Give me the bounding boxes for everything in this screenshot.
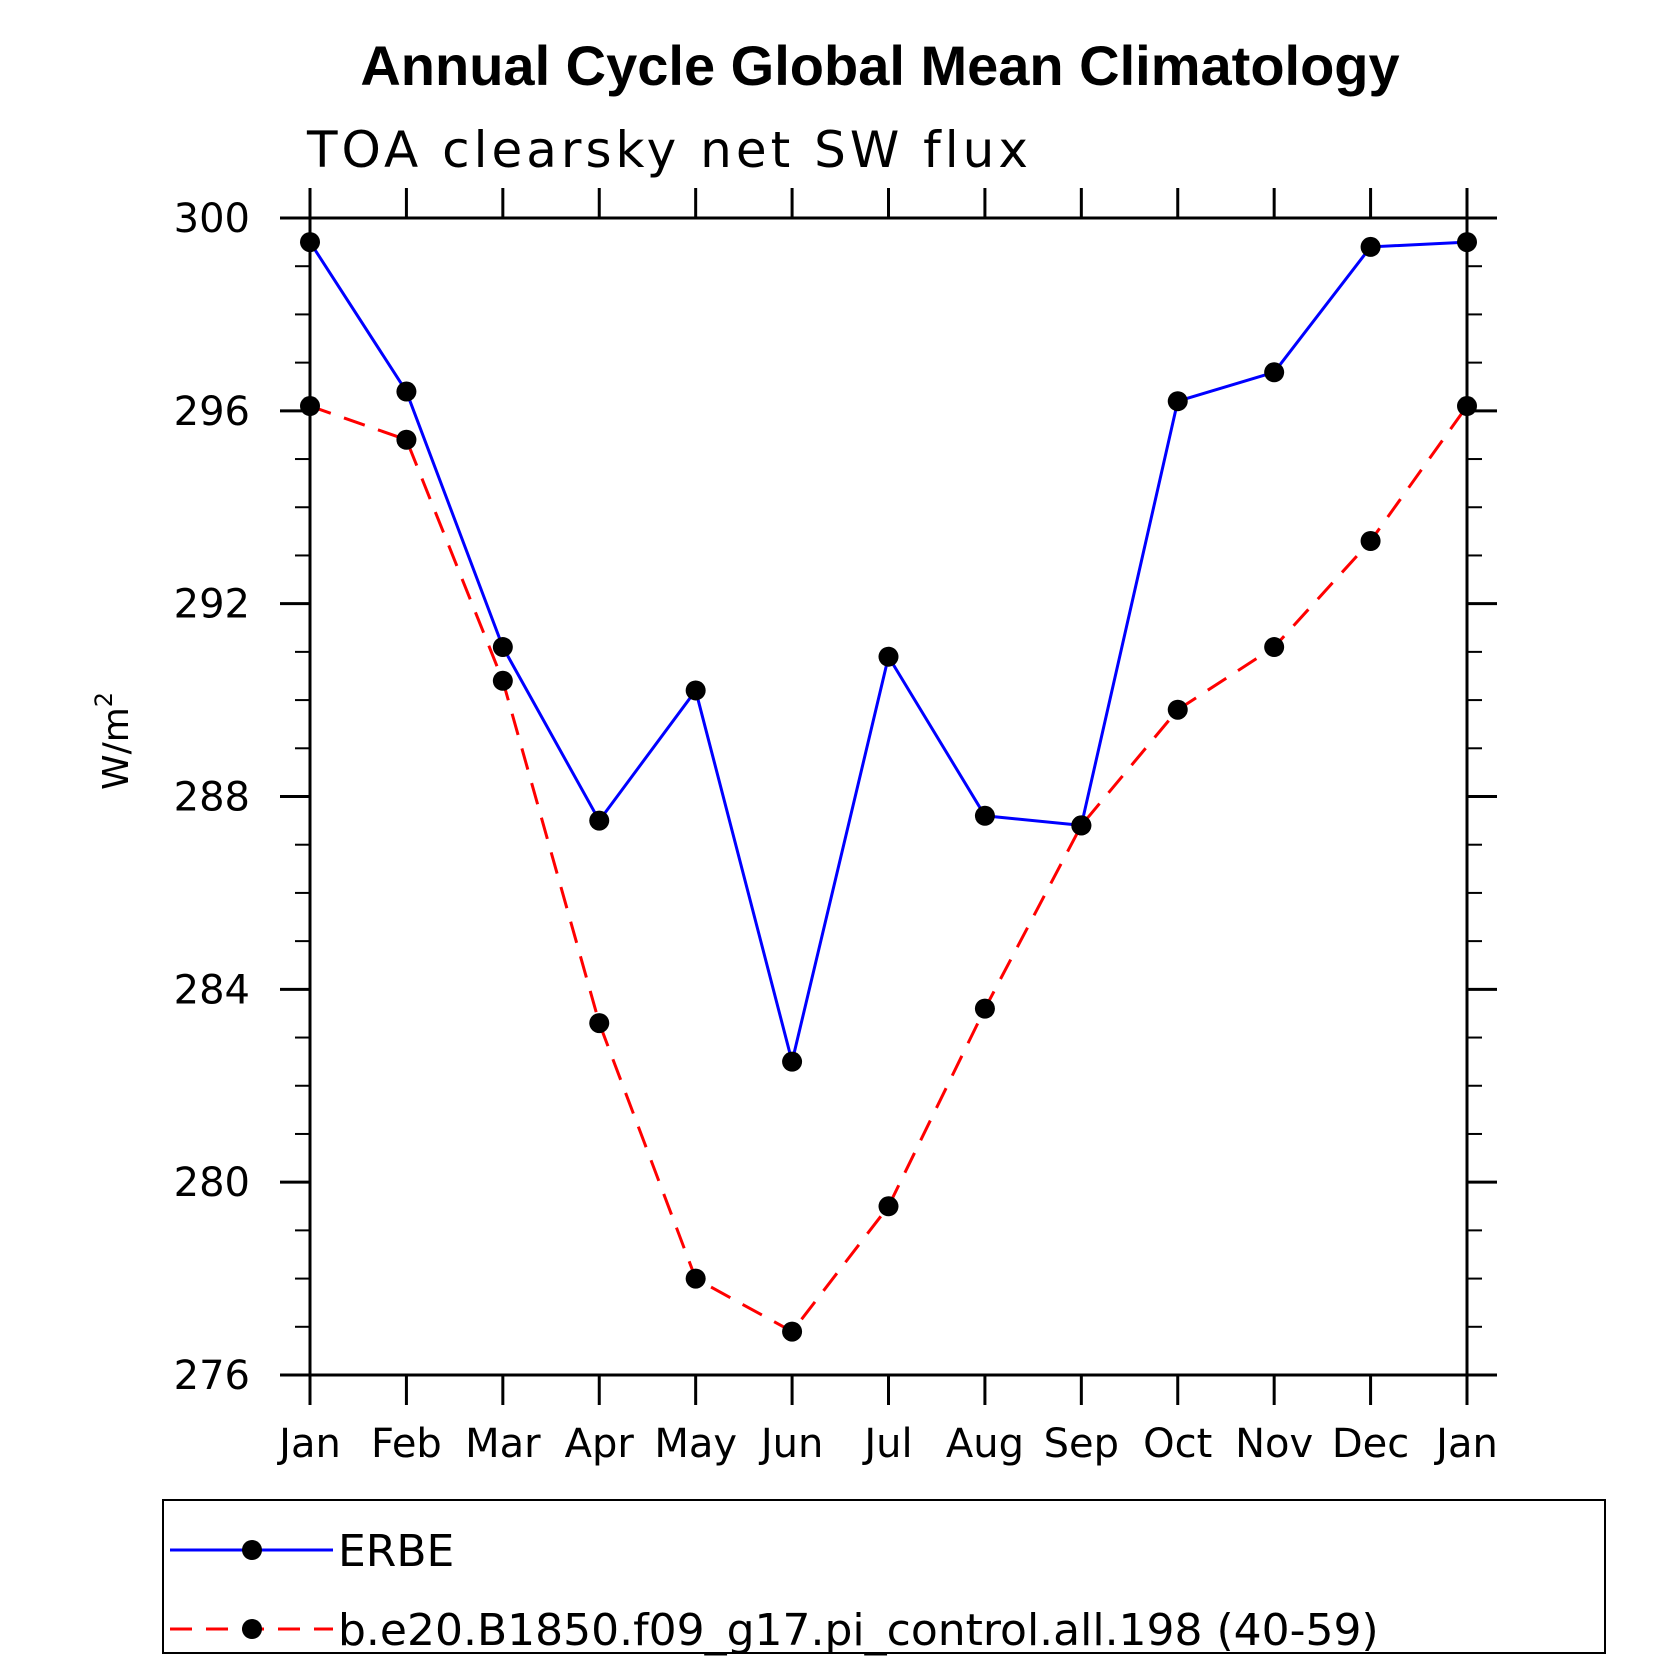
series-1-point: [492, 670, 513, 691]
x-tick-label: Mar: [465, 1421, 541, 1467]
x-tick-label: Apr: [565, 1421, 635, 1467]
chart-title: Annual Cycle Global Mean Climatology: [360, 34, 1399, 97]
y-axis-label: W/m2: [90, 692, 137, 790]
series-0-point: [589, 810, 610, 831]
series-layer: [300, 232, 1477, 1342]
x-tick-label: Aug: [946, 1421, 1024, 1467]
series-0-point: [782, 1051, 803, 1072]
x-tick-label: Sep: [1044, 1421, 1119, 1467]
series-0-point: [1167, 391, 1188, 412]
x-tick-label: Jan: [276, 1421, 341, 1467]
series-0-point: [1360, 236, 1381, 257]
x-tick-label: Oct: [1143, 1421, 1212, 1467]
plot-frame: [308, 216, 1469, 1377]
series-0-point: [396, 381, 417, 402]
legend-marker-1: [242, 1619, 262, 1639]
chart-subtitle: TOA clearsky net SW flux: [306, 121, 1032, 179]
series-0-point: [878, 646, 899, 667]
series-1-point: [782, 1321, 803, 1342]
y-tick-label: 280: [174, 1160, 250, 1206]
series-1-point: [1264, 637, 1285, 658]
y-tick-label: 276: [174, 1353, 250, 1399]
series-1-point: [300, 396, 320, 417]
y-tick-label: 288: [174, 775, 250, 821]
legend-box: [162, 1499, 1606, 1654]
y-axis-label-base: W/m: [96, 707, 137, 790]
series-1-point: [878, 1196, 899, 1217]
series-1-point: [685, 1268, 706, 1289]
series-0-point: [492, 637, 513, 658]
series-1-point: [1071, 815, 1092, 836]
major-ticks: [280, 188, 1497, 1405]
series-0-point: [300, 232, 320, 253]
legend-marker-0: [242, 1540, 262, 1560]
series-0-point: [1457, 232, 1477, 253]
y-tick-label: 284: [174, 967, 250, 1013]
series-1-point: [1360, 530, 1381, 551]
minor-ticks: [295, 265, 1482, 1328]
x-tick-label: Feb: [371, 1421, 442, 1467]
series-line-1: [309, 404, 1469, 1334]
series-0-point: [685, 680, 706, 701]
legend-label-1: b.e20.B1850.f09_g17.pi_control.all.198 (…: [338, 1605, 1379, 1656]
series-1-point: [589, 1013, 610, 1034]
x-tick-labels: Jan Feb Mar Apr May Jun Jul Aug Sep Oct Nov Dec Jan: [276, 1421, 1498, 1467]
series-0-point: [1264, 362, 1285, 383]
x-tick-label: Jan: [1433, 1421, 1498, 1467]
legend-label-0: ERBE: [338, 1526, 454, 1577]
legend: ERBE b.e20.B1850.f09_g17.pi_control.all.1…: [162, 1499, 1606, 1656]
series-1-point: [974, 998, 995, 1019]
series-1-point: [1167, 699, 1188, 720]
series-1-point: [1457, 396, 1477, 417]
x-tick-label: Nov: [1235, 1421, 1313, 1467]
series-0-point: [974, 805, 995, 826]
x-tick-label: Dec: [1332, 1421, 1409, 1467]
series-1-point: [396, 429, 417, 450]
x-tick-label: Jul: [861, 1421, 912, 1467]
y-axis-label-superscript: 2: [90, 692, 118, 707]
x-tick-label: May: [654, 1421, 737, 1467]
y-tick-label: 296: [174, 389, 250, 435]
x-tick-label: Jun: [758, 1421, 824, 1467]
y-tick-label: 300: [174, 196, 250, 242]
y-tick-labels: 276 280 284 288 292 296 300: [174, 196, 250, 1399]
y-tick-label: 292: [174, 582, 250, 628]
